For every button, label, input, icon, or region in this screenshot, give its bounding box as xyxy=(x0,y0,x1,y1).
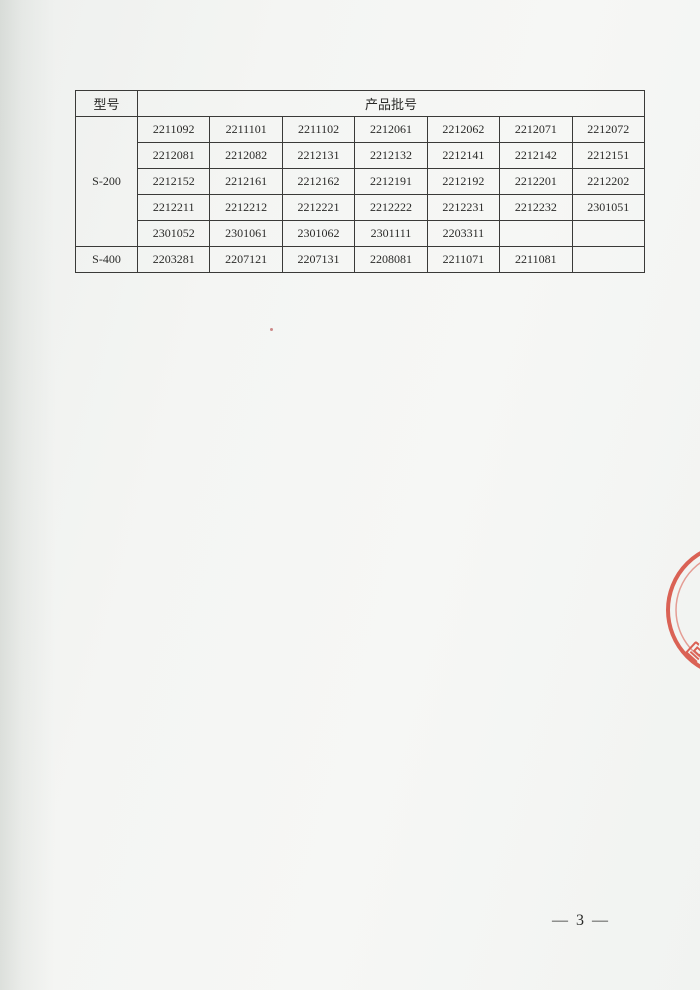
scan-spine-shadow xyxy=(0,0,55,990)
scan-speck xyxy=(270,328,273,331)
batch-cell: 2212071 xyxy=(500,117,572,143)
batch-cell: 2212082 xyxy=(210,143,282,169)
batch-cell: 2212161 xyxy=(210,169,282,195)
svg-text:学有限公司: 学有限公司 xyxy=(683,638,700,676)
model-cell: S-200 xyxy=(76,117,138,247)
batch-cell: 2301111 xyxy=(355,221,427,247)
batch-cell: 2207131 xyxy=(282,247,354,273)
scanned-page: 型号产品批号S-20022110922211101221110222120612… xyxy=(0,0,700,990)
batch-cell: 2212061 xyxy=(355,117,427,143)
batch-cell: 2212152 xyxy=(138,169,210,195)
page-number: — 3 — xyxy=(552,912,610,930)
batch-cell: 2203281 xyxy=(138,247,210,273)
batch-cell xyxy=(500,221,572,247)
col-header-model: 型号 xyxy=(76,91,138,117)
batch-cell: 2211092 xyxy=(138,117,210,143)
batch-cell: 2212132 xyxy=(355,143,427,169)
batch-cell: 2212062 xyxy=(427,117,499,143)
batch-cell: 2301062 xyxy=(282,221,354,247)
batch-cell: 2212162 xyxy=(282,169,354,195)
batch-cell: 2212081 xyxy=(138,143,210,169)
batch-cell: 2212072 xyxy=(572,117,644,143)
batch-cell: 2212191 xyxy=(355,169,427,195)
batch-cell: 2207121 xyxy=(210,247,282,273)
batch-table: 型号产品批号S-20022110922211101221110222120612… xyxy=(75,90,645,273)
batch-cell: 2208081 xyxy=(355,247,427,273)
batch-cell: 2212211 xyxy=(138,195,210,221)
batch-cell xyxy=(572,247,644,273)
batch-cell: 2211071 xyxy=(427,247,499,273)
official-stamp: 学有限公司 xyxy=(660,540,700,680)
batch-cell: 2211081 xyxy=(500,247,572,273)
batch-cell: 2212192 xyxy=(427,169,499,195)
batch-cell: 2211102 xyxy=(282,117,354,143)
batch-cell: 2212232 xyxy=(500,195,572,221)
batch-cell: 2301051 xyxy=(572,195,644,221)
batch-cell: 2212231 xyxy=(427,195,499,221)
batch-cell xyxy=(572,221,644,247)
batch-cell: 2212151 xyxy=(572,143,644,169)
batch-cell: 2212202 xyxy=(572,169,644,195)
batch-cell: 2212222 xyxy=(355,195,427,221)
batch-cell: 2203311 xyxy=(427,221,499,247)
batch-cell: 2212221 xyxy=(282,195,354,221)
batch-cell: 2301061 xyxy=(210,221,282,247)
col-header-batch: 产品批号 xyxy=(138,91,645,117)
batch-cell: 2212141 xyxy=(427,143,499,169)
batch-cell: 2211101 xyxy=(210,117,282,143)
model-cell: S-400 xyxy=(76,247,138,273)
batch-cell: 2212142 xyxy=(500,143,572,169)
batch-cell: 2212201 xyxy=(500,169,572,195)
batch-cell: 2301052 xyxy=(138,221,210,247)
batch-cell: 2212212 xyxy=(210,195,282,221)
batch-cell: 2212131 xyxy=(282,143,354,169)
